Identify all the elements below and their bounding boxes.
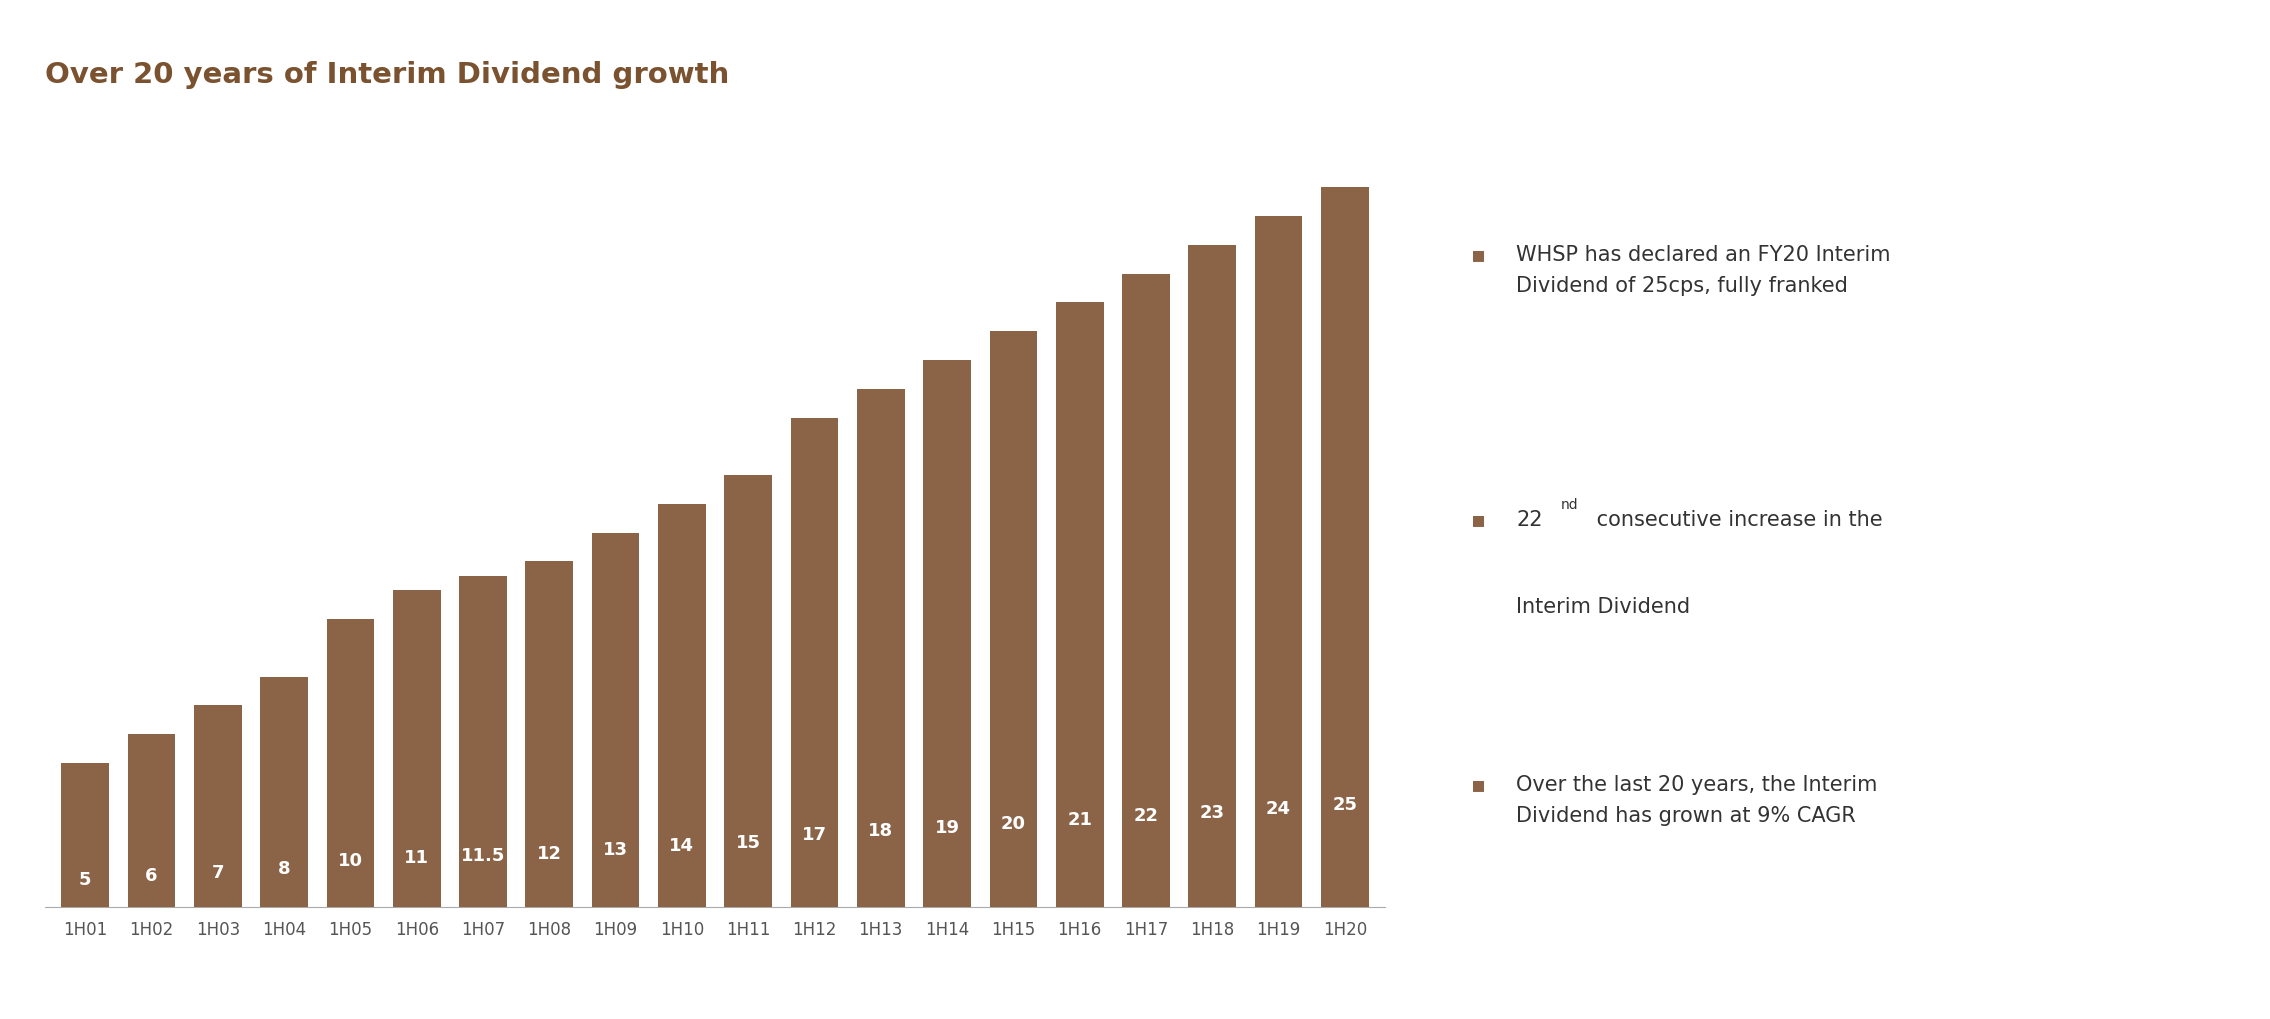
Bar: [724, 476, 772, 907]
Bar: [592, 533, 640, 907]
Text: 6: 6: [145, 866, 157, 884]
Text: 25: 25: [1332, 796, 1357, 813]
Bar: [1321, 189, 1369, 907]
Text: 22: 22: [1516, 510, 1544, 530]
Text: 12: 12: [536, 844, 561, 862]
Bar: [658, 504, 706, 907]
Text: WHSP has declared an FY20 Interim
Dividend of 25cps, fully franked: WHSP has declared an FY20 Interim Divide…: [1516, 245, 1891, 296]
Text: 17: 17: [801, 825, 826, 844]
Bar: [1121, 274, 1169, 907]
Bar: [1056, 304, 1103, 907]
Bar: [261, 677, 309, 907]
Text: 15: 15: [735, 833, 760, 851]
Text: 13: 13: [604, 841, 629, 858]
Text: consecutive increase in the: consecutive increase in the: [1589, 510, 1882, 530]
Bar: [459, 577, 506, 907]
Text: 22: 22: [1133, 807, 1158, 824]
Text: 24: 24: [1267, 799, 1292, 817]
Bar: [990, 332, 1037, 907]
Bar: [61, 763, 109, 907]
Text: 10: 10: [338, 852, 363, 869]
Bar: [790, 418, 838, 907]
Text: Over the last 20 years, the Interim
Dividend has grown at 9% CAGR: Over the last 20 years, the Interim Divi…: [1516, 774, 1877, 825]
Bar: [924, 361, 972, 907]
Text: 7: 7: [211, 863, 225, 880]
Text: 18: 18: [867, 821, 894, 840]
Bar: [393, 591, 440, 907]
Bar: [1189, 246, 1237, 907]
Text: Interim Dividend: Interim Dividend: [1516, 596, 1691, 616]
Bar: [193, 705, 241, 907]
Text: 8: 8: [277, 859, 291, 877]
Text: nd: nd: [1562, 497, 1578, 512]
Text: 23: 23: [1201, 803, 1226, 821]
Text: ▪: ▪: [1471, 774, 1487, 795]
Text: 11.5: 11.5: [461, 846, 506, 864]
Text: 5: 5: [79, 870, 91, 889]
Bar: [524, 561, 572, 907]
Text: ▪: ▪: [1471, 245, 1487, 265]
Bar: [127, 735, 175, 907]
Text: Over 20 years of Interim Dividend growth: Over 20 years of Interim Dividend growth: [45, 61, 729, 89]
Text: 14: 14: [670, 837, 695, 855]
Bar: [327, 620, 375, 907]
Bar: [1255, 217, 1303, 907]
Text: ▪: ▪: [1471, 510, 1487, 530]
Bar: [858, 389, 906, 907]
Text: 20: 20: [1001, 814, 1026, 833]
Text: 19: 19: [935, 818, 960, 836]
Text: 11: 11: [404, 848, 429, 866]
Text: 21: 21: [1067, 810, 1092, 828]
